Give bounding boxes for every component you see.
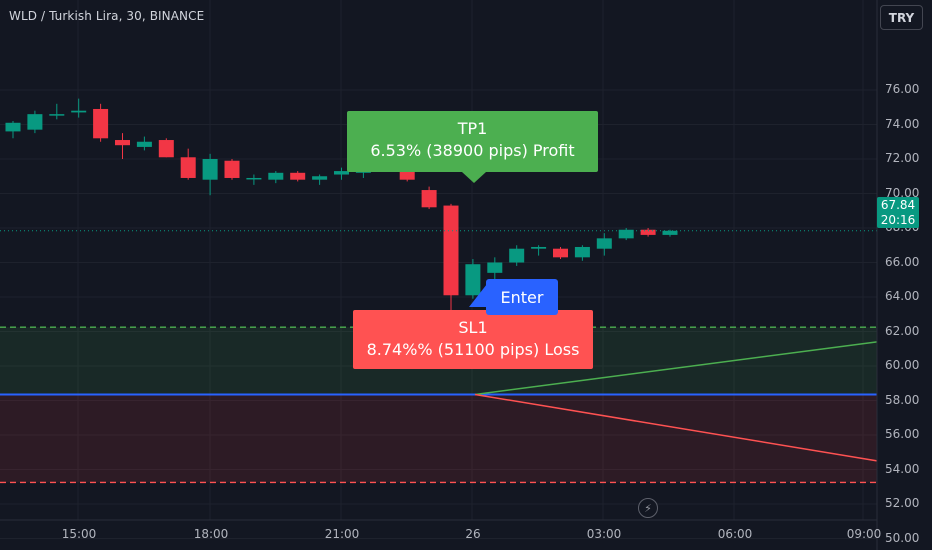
candle-up xyxy=(596,238,612,249)
time-tick-label: 21:00 xyxy=(324,527,360,541)
time-tick-label: 15:00 xyxy=(61,527,97,541)
candle-up xyxy=(574,246,590,258)
candle-up xyxy=(465,264,481,296)
candle-up xyxy=(246,177,262,180)
loss-zone xyxy=(0,394,877,483)
tp-detail: 6.53% (38900 pips) Profit xyxy=(370,141,575,160)
loss-projection-line xyxy=(474,393,878,462)
candle-down xyxy=(158,140,174,158)
candle-up xyxy=(662,230,678,235)
candle-down xyxy=(421,190,437,208)
chart-title: WLD / Turkish Lira, 30, BINANCE xyxy=(9,9,205,23)
price-tick-label: 70.00 xyxy=(885,185,920,200)
price-tick-label: 58.00 xyxy=(885,392,920,407)
time-tick-label: 06:00 xyxy=(717,527,753,541)
candle-down xyxy=(180,157,196,178)
candle-down xyxy=(115,140,130,146)
take-profit-label: TP1 6.53% (38900 pips) Profit xyxy=(347,111,598,172)
price-tick-label: 60.00 xyxy=(885,358,920,372)
candle-up xyxy=(49,114,65,116)
candle-up xyxy=(531,246,547,249)
candle-up xyxy=(509,248,525,263)
last-price: 67.84 xyxy=(880,198,916,212)
candle-up xyxy=(618,229,634,239)
time-tick-label: 03:00 xyxy=(586,527,622,541)
time-tick-label: 09:00 xyxy=(846,527,882,541)
sl-title: SL1 xyxy=(458,318,488,337)
bolt-icon[interactable]: ⚡ xyxy=(638,498,658,518)
candle-down xyxy=(640,229,656,235)
enter-label[interactable]: Enter xyxy=(486,279,558,315)
candle-up xyxy=(487,262,503,273)
sl-detail: 8.74%% (51100 pips) Loss xyxy=(366,340,580,359)
candle-up xyxy=(136,141,152,147)
price-tick-label: 74.00 xyxy=(885,116,920,131)
candle-down xyxy=(443,205,459,296)
candle-up xyxy=(27,114,43,130)
candle-up xyxy=(202,159,218,180)
candle-down xyxy=(553,248,568,258)
time-tick-label: 18:00 xyxy=(193,527,229,541)
profit-projection-line xyxy=(474,341,878,396)
last-price-tag: 67.84 20:16 xyxy=(877,197,919,228)
price-tick-label: 72.00 xyxy=(885,151,920,165)
candle-up xyxy=(71,110,87,113)
price-tick-label: 62.00 xyxy=(885,323,920,338)
price-axis-bg xyxy=(877,0,932,550)
candle-down xyxy=(290,172,306,180)
candle-down xyxy=(224,160,240,178)
enter-pointer xyxy=(469,284,487,307)
currency-button[interactable]: TRY xyxy=(880,5,923,30)
bar-countdown: 20:16 xyxy=(880,213,916,227)
candle-up xyxy=(268,172,284,180)
time-tick-label: 26 xyxy=(465,527,481,541)
candle-up xyxy=(334,171,349,175)
tp-pointer xyxy=(462,172,486,183)
candle-up xyxy=(312,176,328,180)
price-tick-label: 76.00 xyxy=(885,82,920,96)
stop-loss-label: SL1 8.74%% (51100 pips) Loss xyxy=(353,310,593,369)
price-tick-label: 54.00 xyxy=(885,461,920,476)
price-tick-label: 50.00 xyxy=(885,530,920,545)
price-tick-label: 52.00 xyxy=(885,496,920,510)
candle-down xyxy=(93,108,109,139)
price-tick-label: 66.00 xyxy=(885,254,920,269)
price-tick-label: 56.00 xyxy=(885,427,920,441)
tp-title: TP1 xyxy=(457,119,488,138)
price-tick-label: 64.00 xyxy=(885,289,920,303)
candle-up xyxy=(5,122,21,132)
